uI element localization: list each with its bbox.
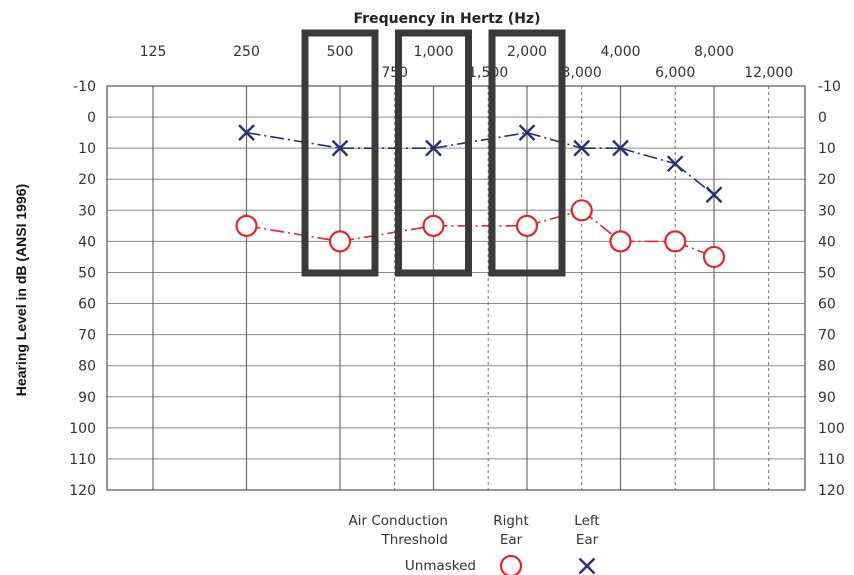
y-tick-label-right: 70 (818, 328, 836, 344)
series-line-segment (339, 225, 434, 243)
y-tick-label-left: -10 (73, 79, 96, 95)
legend-left-line2: Ear (576, 532, 599, 548)
data-point (702, 245, 726, 269)
y-tick-label-right: 100 (818, 421, 845, 437)
y-tick-label-left: 60 (78, 297, 96, 313)
legend-symbols (499, 554, 596, 575)
y-tick-label-left: 40 (78, 234, 96, 250)
y-tick-label-right: 90 (818, 390, 836, 406)
data-point (238, 124, 255, 141)
y-tick-label-left: 100 (69, 421, 96, 437)
legend: Air Conduction Threshold Right Ear Left … (349, 513, 600, 575)
series-group (238, 124, 723, 204)
y-tick-label-left: 10 (78, 141, 96, 157)
legend-heading-line1: Air Conduction (349, 513, 448, 529)
y-tick-label-right: 80 (818, 359, 836, 375)
y-tick-label-left: 30 (78, 203, 96, 219)
y-tick-label-right: 0 (818, 110, 827, 126)
series (235, 124, 726, 269)
highlight-box (488, 29, 566, 277)
x-tick-label-major: 500 (327, 44, 354, 60)
plot-frame (106, 85, 806, 491)
data-point (235, 214, 258, 237)
grid (106, 85, 806, 491)
legend-right-line1: Right (493, 513, 529, 529)
series-group (235, 199, 726, 269)
data-point (518, 124, 536, 141)
legend-heading-line2: Threshold (380, 532, 448, 548)
legend-row-label: Unmasked (405, 558, 476, 574)
x-tick-label-inter: 1,500 (468, 65, 508, 81)
legend-left-line1: Left (574, 513, 599, 529)
y-tick-label-right: 10 (818, 141, 836, 157)
y-tick-label-left: 20 (78, 172, 96, 188)
highlight-box (395, 29, 472, 277)
data-point (705, 186, 723, 204)
x-tick-label-major: 125 (140, 44, 167, 60)
series-line-segment (433, 131, 528, 149)
series-line-segment (246, 131, 341, 149)
y-tick-label-left: 110 (69, 452, 96, 468)
x-tick-label-inter: 12,000 (744, 65, 793, 81)
series-line-segment (620, 147, 676, 165)
chart-title: Frequency in Hertz (Hz) (354, 11, 541, 27)
highlight-boxes (301, 29, 566, 277)
y-tick-label-right: 40 (818, 234, 836, 250)
y-tick-label-right: 30 (818, 203, 836, 219)
y-tick-label-left: 120 (69, 483, 96, 499)
legend-right-line2: Ear (500, 532, 523, 548)
data-point (666, 155, 684, 173)
y-tick-label-right: 110 (818, 452, 845, 468)
y-tick-label-right: -10 (818, 79, 841, 95)
x-tick-label-inter: 3,000 (562, 65, 602, 81)
series-line-segment (526, 131, 582, 149)
y-tick-label-left: 80 (78, 359, 96, 375)
y-tick-label-right: 20 (818, 172, 836, 188)
x-tick-label-major: 1,000 (413, 44, 453, 60)
x-tick-label-major: 4,000 (600, 44, 640, 60)
y-tick-label-left: 50 (78, 265, 96, 281)
data-point (573, 139, 591, 157)
x-tick-label-inter: 750 (381, 65, 408, 81)
x-tick-label-major: 250 (233, 44, 260, 60)
data-point (609, 230, 632, 253)
tick-labels: -10 -10 0 0 10 10 20 20 30 30 40 40 50 50 60 60 70 70 80 80… (69, 44, 844, 499)
y-tick-label-left: 0 (87, 110, 96, 126)
data-point (664, 230, 687, 253)
data-point (331, 139, 349, 157)
y-tick-label-right: 50 (818, 265, 836, 281)
y-tick-label-right: 60 (818, 297, 836, 313)
data-point (425, 139, 442, 157)
x-tick-label-major: 8,000 (694, 44, 734, 60)
data-point (328, 230, 352, 253)
data-point (570, 199, 593, 222)
series-line-segment (246, 225, 341, 243)
y-tick-label-left: 90 (78, 390, 96, 406)
legend-right-ear-symbol (499, 554, 523, 575)
y-tick-label-left: 70 (78, 328, 96, 344)
data-point (515, 214, 539, 237)
data-point (612, 139, 629, 157)
x-tick-label-inter: 6,000 (655, 65, 695, 81)
legend-left-ear-symbol (578, 557, 596, 575)
x-tick-label-major: 2,000 (507, 44, 547, 60)
data-point (422, 214, 445, 237)
highlight-box (301, 29, 379, 277)
y-axis-label: Hearing Level in dB (ANSI 1996) (13, 184, 29, 396)
y-tick-label-right: 120 (818, 483, 845, 499)
